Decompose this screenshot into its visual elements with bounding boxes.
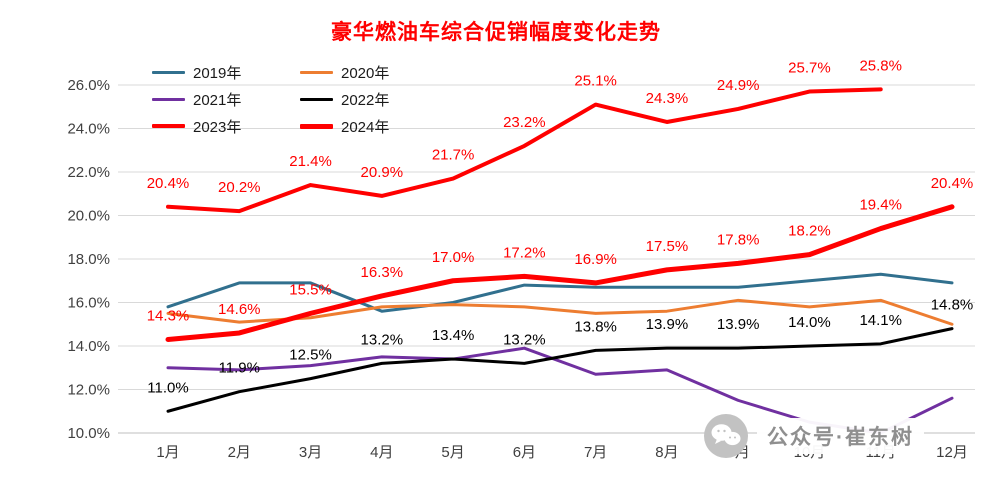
chart-legend: 2019年 2020年 2021年 2022年 2023年 2024年 [152,62,448,136]
legend-label: 2023年 [193,118,242,136]
data-label-2023年: 20.4% [147,175,190,192]
data-label-2022年: 11.9% [219,360,260,377]
data-label-2024年: 17.5% [646,238,689,255]
x-axis-tick-label: 8月 [655,444,678,461]
data-label-2024年: 20.4% [931,175,974,192]
legend-label: 2021年 [193,91,242,109]
legend-item-2020年: 2020年 [300,62,448,82]
y-axis-tick-label: 26.0% [67,77,110,94]
data-label-2022年: 13.2% [361,331,404,348]
x-axis-tick-label: 3月 [299,444,322,461]
data-label-2022年: 12.5% [289,347,332,364]
data-label-2023年: 24.9% [717,77,760,94]
y-axis-tick-label: 20.0% [67,208,110,225]
y-axis-tick-label: 18.0% [67,251,110,268]
series-line-2023年 [166,87,883,214]
data-label-2024年: 16.9% [574,251,617,268]
data-label-2023年: 21.7% [432,147,475,164]
data-label-2022年: 11.0% [147,379,188,396]
data-label-2022年: 13.9% [646,316,689,333]
y-axis-tick-label: 16.0% [67,295,110,312]
x-axis-tick-label: 5月 [441,444,464,461]
data-label-2022年: 13.8% [574,318,617,335]
data-label-2024年: 15.5% [289,281,332,298]
data-label-2024年: 17.8% [717,231,760,248]
legend-item-2023年: 2023年 [152,116,300,136]
legend-item-2024年: 2024年 [300,116,448,136]
data-label-2023年: 21.4% [289,153,332,170]
series-line-2022年 [166,327,954,413]
legend-swatch [300,70,333,74]
x-axis-tick-label: 7月 [584,444,607,461]
x-axis-tick-label: 12月 [936,444,968,461]
y-axis-tick-label: 14.0% [67,338,110,355]
data-label-2024年: 14.3% [147,307,190,324]
data-label-2023年: 25.1% [574,73,617,90]
data-label-2024年: 16.3% [361,264,404,281]
legend-label: 2020年 [341,64,390,82]
y-axis-tick-label: 22.0% [67,164,110,181]
data-label-2024年: 14.6% [218,301,261,318]
data-label-2023年: 25.8% [859,57,902,74]
data-label-2023年: 20.9% [361,164,404,181]
series-line-2024年 [165,204,955,342]
data-label-2023年: 20.2% [218,179,261,196]
y-axis-tick-label: 12.0% [67,382,110,399]
x-axis-tick-label: 4月 [370,444,393,461]
x-axis-tick-label: 6月 [513,444,536,461]
legend-label: 2024年 [341,118,390,136]
data-label-2024年: 17.0% [432,249,475,266]
y-axis-tick-label: 24.0% [67,121,110,138]
data-label-2022年: 14.0% [788,314,831,331]
legend-item-2019年: 2019年 [152,62,300,82]
series-line-2019年 [166,272,954,313]
x-axis-tick-label: 1月 [156,444,179,461]
legend-item-2022年: 2022年 [300,89,448,109]
legend-swatch [152,97,185,101]
watermark: 公众号·崔东树 [703,413,924,459]
legend-label: 2022年 [341,91,390,109]
legend-swatch [152,124,185,128]
data-label-2022年: 13.4% [432,327,475,344]
data-label-2022年: 14.8% [931,297,974,314]
data-label-2022年: 13.9% [717,316,760,333]
data-label-2024年: 18.2% [788,223,831,240]
data-label-2022年: 13.2% [503,331,546,348]
x-axis-tick-label: 2月 [228,444,251,461]
y-axis-tick-label: 10.0% [67,425,110,442]
chart-title: 豪华燃油车综合促销幅度变化走势 [331,21,661,44]
watermark-text: 公众号·崔东树 [757,418,924,454]
legend-swatch [152,70,185,74]
wechat-icon [703,413,749,459]
data-label-2023年: 23.2% [503,114,546,131]
data-label-2023年: 24.3% [646,90,689,107]
legend-item-2021年: 2021年 [152,89,300,109]
data-label-2024年: 19.4% [859,197,902,214]
data-label-2022年: 14.1% [859,312,902,329]
data-label-2023年: 25.7% [788,60,831,77]
legend-swatch [300,97,333,101]
data-label-2024年: 17.2% [503,244,546,261]
legend-swatch [300,123,333,129]
legend-label: 2019年 [193,64,242,82]
